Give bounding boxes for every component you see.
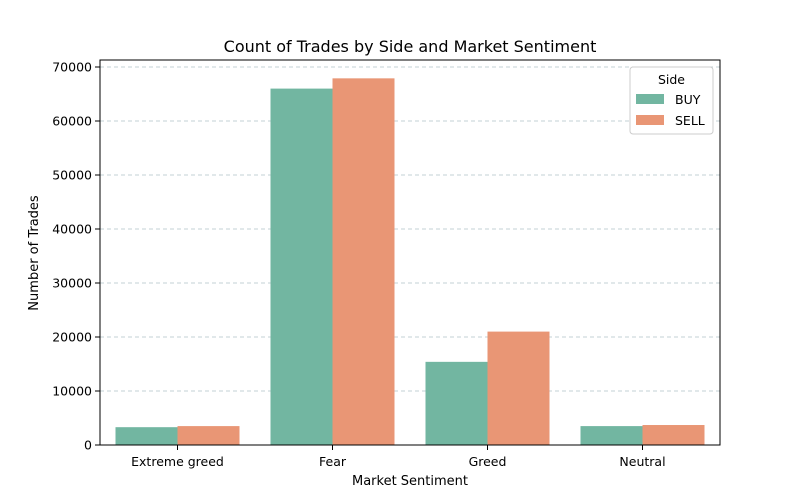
gridlines bbox=[100, 66, 720, 392]
legend: Side BUY SELL bbox=[629, 66, 714, 135]
chart-title: Count of Trades by Side and Market Senti… bbox=[224, 37, 597, 56]
legend-swatch-sell bbox=[636, 115, 664, 125]
bar-buy bbox=[270, 88, 333, 445]
bars bbox=[115, 78, 705, 445]
y-tick-label: 20000 bbox=[52, 330, 92, 345]
legend-label-buy: BUY bbox=[675, 92, 701, 107]
bar-sell bbox=[642, 425, 705, 445]
y-tick-label: 70000 bbox=[52, 60, 92, 75]
plot-frame bbox=[99, 59, 721, 446]
legend-label-sell: SELL bbox=[675, 113, 705, 128]
x-tick-label: Neutral bbox=[619, 454, 665, 469]
bar-buy bbox=[580, 426, 643, 445]
y-tick-label: 50000 bbox=[52, 168, 92, 183]
bar-buy bbox=[115, 427, 178, 445]
legend-title: Side bbox=[658, 72, 685, 87]
y-tick-label: 40000 bbox=[52, 222, 92, 237]
legend-swatch-buy bbox=[636, 94, 664, 104]
y-axis-label: Number of Trades bbox=[27, 195, 42, 311]
y-tick-label: 60000 bbox=[52, 114, 92, 129]
axes: 0 10000 20000 30000 40000 50000 60000 70000 Extr… bbox=[52, 59, 721, 469]
bar-sell bbox=[487, 331, 550, 445]
bar-buy bbox=[425, 361, 488, 445]
y-tick-label: 30000 bbox=[52, 276, 92, 291]
x-tick-label: Extreme greed bbox=[131, 454, 224, 469]
y-tick-label: 10000 bbox=[52, 384, 92, 399]
bar-sell bbox=[332, 78, 395, 445]
bar-sell bbox=[177, 426, 240, 445]
y-tick-label: 0 bbox=[84, 438, 92, 453]
x-axis-label: Market Sentiment bbox=[352, 474, 468, 489]
x-tick-label: Greed bbox=[469, 454, 507, 469]
x-tick-label: Fear bbox=[319, 454, 347, 469]
